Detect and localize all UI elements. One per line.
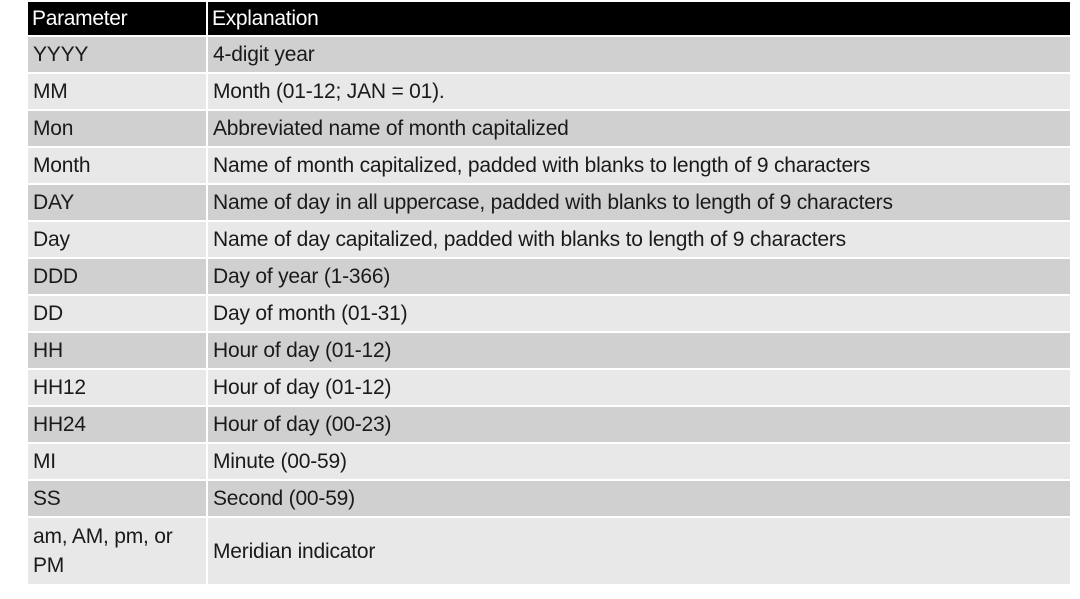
cell-explanation: Hour of day (00-23) — [207, 405, 1070, 443]
cell-explanation: Name of day capitalized, padded with bla… — [207, 220, 1070, 258]
cell-explanation: Name of day in all uppercase, padded wit… — [207, 183, 1070, 221]
header-parameter: Parameter — [28, 2, 208, 36]
cell-explanation: Meridian indicator — [207, 516, 1070, 584]
cell-explanation: Minute (00-59) — [207, 442, 1070, 480]
cell-parameter: DD — [28, 294, 208, 332]
cell-explanation: Day of month (01-31) — [207, 294, 1070, 332]
cell-parameter: MM — [28, 72, 208, 110]
cell-explanation: Second (00-59) — [207, 479, 1070, 517]
cell-parameter: YYYY — [28, 35, 208, 73]
cell-parameter: Day — [28, 220, 208, 258]
cell-explanation: 4-digit year — [207, 35, 1070, 73]
header-row: Parameter Explanation — [28, 2, 1070, 36]
table-row: DD Day of month (01-31) — [28, 294, 1070, 332]
cell-explanation: Hour of day (01-12) — [207, 331, 1070, 369]
cell-parameter: DAY — [28, 183, 208, 221]
table-row: Day Name of day capitalized, padded with… — [28, 220, 1070, 258]
table-body: YYYY 4-digit year MM Month (01-12; JAN =… — [28, 35, 1070, 584]
cell-parameter: Mon — [28, 109, 208, 147]
cell-parameter: HH — [28, 331, 208, 369]
cell-parameter: DDD — [28, 257, 208, 295]
table-row: MI Minute (00-59) — [28, 442, 1070, 480]
cell-parameter: HH12 — [28, 368, 208, 406]
table-row: YYYY 4-digit year — [28, 35, 1070, 73]
cell-parameter: HH24 — [28, 405, 208, 443]
cell-parameter: SS — [28, 479, 208, 517]
cell-explanation: Hour of day (01-12) — [207, 368, 1070, 406]
table-row: Month Name of month capitalized, padded … — [28, 146, 1070, 184]
cell-explanation: Abbreviated name of month capitalized — [207, 109, 1070, 147]
table-row: HH12 Hour of day (01-12) — [28, 368, 1070, 406]
cell-parameter: MI — [28, 442, 208, 480]
table-row: DDD Day of year (1-366) — [28, 257, 1070, 295]
cell-explanation: Day of year (1-366) — [207, 257, 1070, 295]
format-parameters-table-container: Parameter Explanation YYYY 4-digit year … — [28, 2, 1070, 584]
table-row: SS Second (00-59) — [28, 479, 1070, 517]
cell-parameter: am, AM, pm, or PM — [28, 516, 208, 584]
cell-parameter: Month — [28, 146, 208, 184]
table-row: HH Hour of day (01-12) — [28, 331, 1070, 369]
table-row: Mon Abbreviated name of month capitalize… — [28, 109, 1070, 147]
cell-explanation: Month (01-12; JAN = 01). — [207, 72, 1070, 110]
table-row: am, AM, pm, or PM Meridian indicator — [28, 516, 1070, 584]
table-header: Parameter Explanation — [28, 2, 1070, 36]
table-row: HH24 Hour of day (00-23) — [28, 405, 1070, 443]
cell-explanation: Name of month capitalized, padded with b… — [207, 146, 1070, 184]
header-explanation: Explanation — [207, 2, 1070, 36]
table-row: DAY Name of day in all uppercase, padded… — [28, 183, 1070, 221]
format-parameters-table: Parameter Explanation YYYY 4-digit year … — [28, 2, 1070, 584]
table-row: MM Month (01-12; JAN = 01). — [28, 72, 1070, 110]
